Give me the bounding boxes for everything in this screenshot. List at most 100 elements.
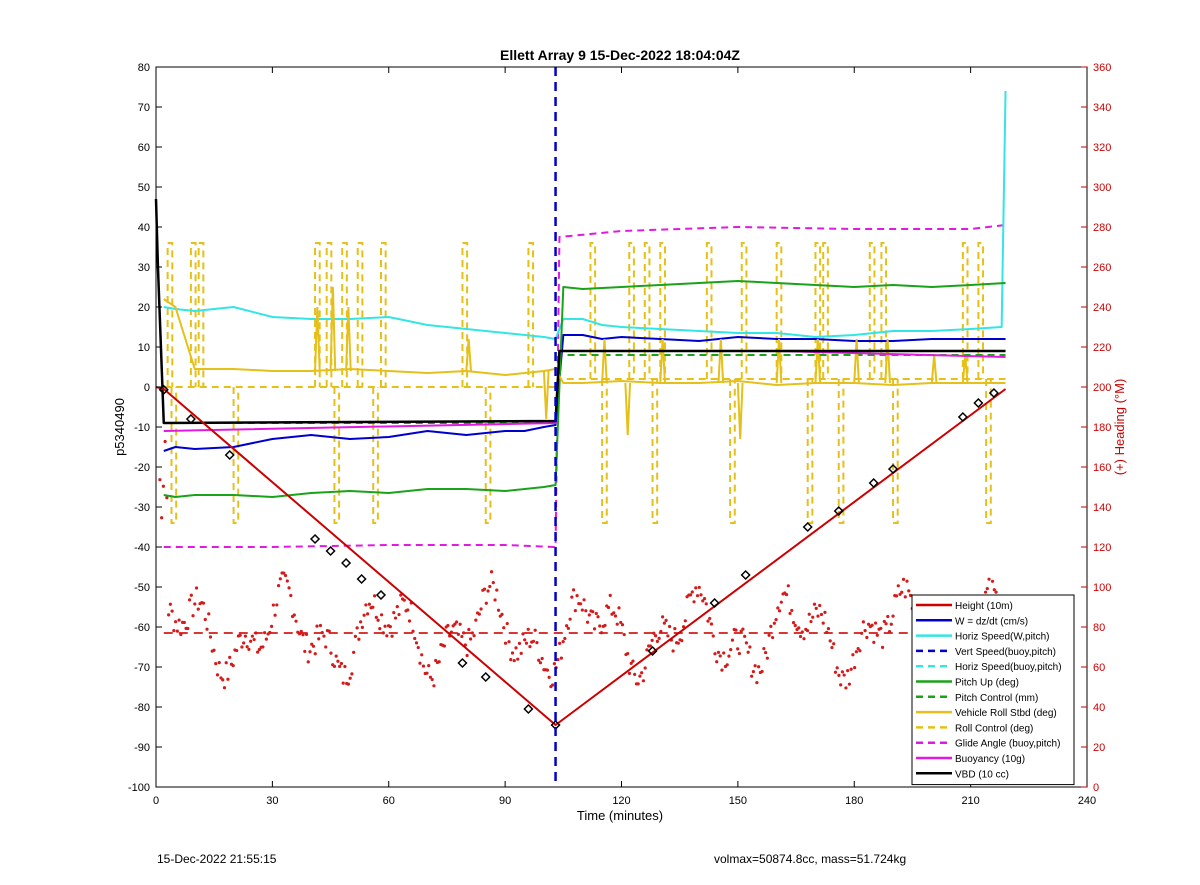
heading-point <box>720 668 724 672</box>
heading-point <box>509 658 513 662</box>
heading-point <box>496 608 501 612</box>
heading-point <box>226 677 230 681</box>
heading-point <box>348 676 352 680</box>
heading-point <box>680 639 684 643</box>
heading-point <box>528 645 532 649</box>
heading-point <box>776 606 780 610</box>
y-axis-label: p5340490 <box>112 398 127 456</box>
legend-label: Vert Speed(buoy,pitch) <box>955 647 1056 658</box>
heading-point <box>884 622 888 626</box>
heading-point <box>512 658 516 663</box>
heading-point <box>627 671 632 675</box>
heading-point <box>655 639 659 643</box>
heading-point <box>418 661 422 665</box>
heading-point <box>411 629 415 633</box>
height-marker <box>356 573 367 585</box>
legend-label: VBD (10 cc) <box>955 769 1009 780</box>
heading-point <box>903 595 907 599</box>
heading-point <box>495 588 499 592</box>
height-marker <box>887 463 899 475</box>
height-marker <box>647 645 658 657</box>
roll-control-spike <box>333 387 341 524</box>
heading-point <box>688 593 693 597</box>
roll-control-spike <box>985 379 992 524</box>
heading-point <box>486 589 490 593</box>
y2-tick-label: 0 <box>1093 782 1099 794</box>
height-marker <box>480 671 491 683</box>
heading-point <box>455 620 459 624</box>
y-tick-label: -100 <box>128 782 150 794</box>
heading-point <box>774 618 778 622</box>
heading-point <box>722 651 726 655</box>
y2-tick-label: 40 <box>1093 702 1105 714</box>
heading-point <box>540 656 544 661</box>
heading-point <box>631 659 635 663</box>
heading-point <box>779 600 783 604</box>
heading-point <box>510 651 515 655</box>
heading-point <box>261 645 265 649</box>
heading-point <box>308 650 312 654</box>
heading-point <box>727 654 731 658</box>
heading-point <box>379 613 384 617</box>
heading-point <box>620 623 625 627</box>
heading-point <box>167 613 171 617</box>
heading-point <box>793 623 797 628</box>
heading-point <box>994 590 998 594</box>
heading-point <box>879 626 883 630</box>
chart-title: Ellett Array 9 15-Dec-2022 18:04:04Z <box>500 47 740 63</box>
heading-point <box>500 612 504 616</box>
height-marker <box>158 384 169 395</box>
height-marker <box>185 413 196 425</box>
heading-point <box>385 634 389 638</box>
heading-point <box>269 624 274 628</box>
heading-point <box>395 605 399 609</box>
legend-label: W = dz/dt (cm/s) <box>955 616 1028 627</box>
roll-control-spike <box>484 387 492 524</box>
heading-point <box>336 659 340 663</box>
heading-point <box>558 641 562 645</box>
series-horiz-speed <box>163 90 1007 340</box>
heading-point <box>469 637 473 641</box>
heading-point <box>221 678 225 682</box>
heading-point <box>343 664 347 669</box>
y2-tick-label: 120 <box>1093 542 1111 554</box>
heading-point <box>524 641 529 645</box>
legend: Height (10m) W = dz/dt (cm/s) Horiz Speed(… <box>911 594 1075 786</box>
heading-point <box>821 621 825 625</box>
heading-point <box>222 686 227 690</box>
heading-point <box>741 627 745 631</box>
heading-point <box>990 579 995 583</box>
heading-point <box>264 637 268 641</box>
roll-spike <box>884 338 891 384</box>
heading-point <box>413 636 417 641</box>
heading-point <box>484 601 488 605</box>
heading-point <box>217 660 221 665</box>
heading-point <box>173 620 178 624</box>
heading-point <box>573 608 577 613</box>
heading-point <box>896 584 900 588</box>
y-tick-label: 70 <box>138 102 150 114</box>
heading-point <box>519 651 523 655</box>
heading-point <box>247 647 251 652</box>
heading-point <box>805 629 810 633</box>
heading-point <box>252 637 256 642</box>
height-marker <box>988 387 999 399</box>
heading-point <box>713 652 717 656</box>
heading-point <box>430 677 434 682</box>
heading-point <box>648 644 652 648</box>
heading-point <box>856 646 860 651</box>
roll-control-spike <box>868 242 876 379</box>
height-marker <box>868 477 879 489</box>
heading-point <box>762 647 766 651</box>
height-marker <box>523 703 534 715</box>
heading-point <box>629 661 633 665</box>
y-tick-label: 40 <box>138 222 150 234</box>
height-marker <box>457 657 468 669</box>
height-marker <box>341 557 352 569</box>
heading-point <box>276 583 281 588</box>
heading-point <box>477 612 481 616</box>
heading-point <box>201 601 206 605</box>
heading-point <box>203 617 207 622</box>
roll-control-spike <box>961 242 969 379</box>
series-buoyancy <box>163 350 1006 432</box>
